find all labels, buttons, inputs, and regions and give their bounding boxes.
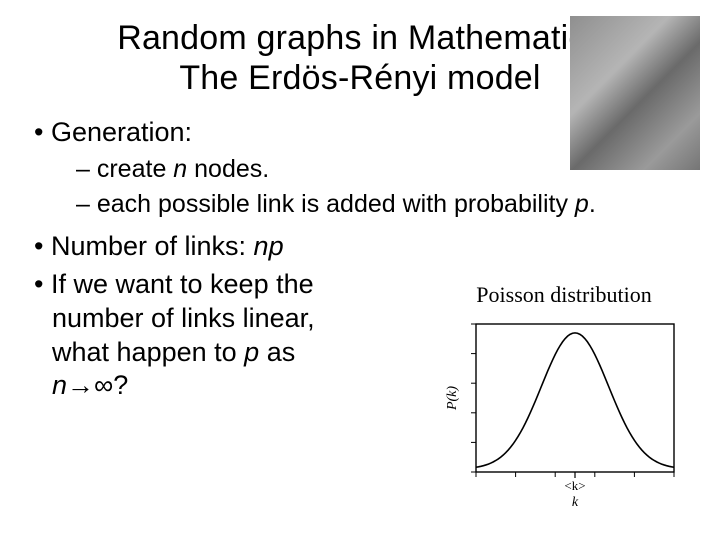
svg-text:P(k): P(k) xyxy=(445,386,460,411)
var-np: np xyxy=(254,231,284,261)
title-line-2: The Erdös-Rényi model xyxy=(179,59,540,97)
text-frag: If we want to keep the xyxy=(51,269,314,299)
text-frag: nodes. xyxy=(187,155,269,183)
bullet-keep-linear: If we want to keep the number of links l… xyxy=(34,268,423,403)
poisson-chart: P(k) <k> k xyxy=(440,314,688,506)
text-frag: →∞? xyxy=(67,370,128,400)
text-frag: each possible link is added with probabi… xyxy=(97,190,575,218)
text-frag: number of links linear, xyxy=(52,302,315,336)
sub-each-link: each possible link is added with probabi… xyxy=(76,189,692,220)
text-frag: . xyxy=(589,190,596,218)
slide: Random graphs in Mathematics The Erdös-R… xyxy=(0,0,720,540)
chart-caption: Poisson distribution xyxy=(430,282,698,308)
bullets-lower: Number of links: np If we want to keep t… xyxy=(28,230,423,403)
text-frag: create xyxy=(97,155,173,183)
svg-text:k: k xyxy=(572,495,579,506)
portrait-photo xyxy=(570,16,700,170)
var-n: n xyxy=(52,370,67,400)
var-n: n xyxy=(173,155,187,183)
var-p: p xyxy=(244,337,259,367)
text-frag: Number of links: xyxy=(51,231,254,261)
text-frag: what happen to xyxy=(52,337,244,367)
text-frag: as xyxy=(259,337,295,367)
svg-text:<k>: <k> xyxy=(564,478,585,493)
text-frag: n→∞? xyxy=(52,369,128,403)
chart-area: Poisson distribution P(k) <k> k xyxy=(430,282,698,506)
title-line-1: Random graphs in Mathematics xyxy=(117,19,603,57)
bullet-num-links: Number of links: np xyxy=(34,230,423,264)
var-p: p xyxy=(575,190,589,218)
text-frag: what happen to p as xyxy=(52,336,295,370)
